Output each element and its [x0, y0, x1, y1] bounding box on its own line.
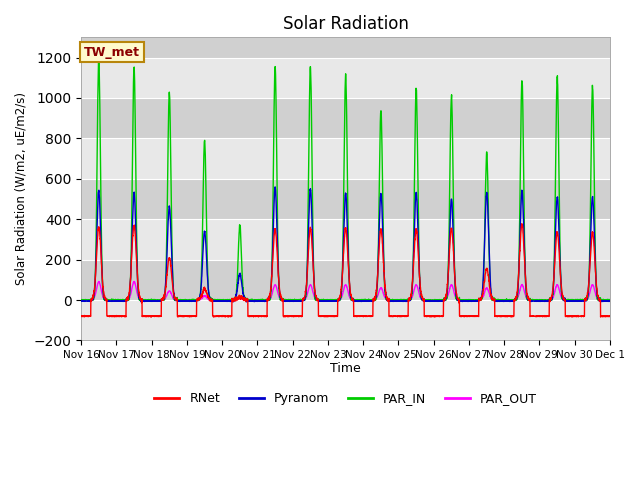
Bar: [81, 260, 610, 300]
PAR_IN: [556, 246, 564, 252]
Pyranom: [406, 297, 414, 302]
PAR_IN: [397, 297, 405, 302]
PAR_OUT: [406, 297, 414, 302]
Pyranom: [225, 298, 233, 304]
RNet: [397, 313, 405, 319]
RNet: [606, 313, 614, 319]
RNet: [556, 264, 564, 270]
PAR_OUT: [225, 297, 233, 303]
Line: Pyranom: Pyranom: [81, 187, 610, 302]
PAR_IN: [606, 297, 614, 303]
PAR_IN: [406, 296, 414, 302]
Pyranom: [271, 184, 279, 190]
Bar: [81, 219, 610, 260]
Bar: [81, 58, 610, 98]
PAR_IN: [225, 297, 233, 303]
Line: PAR_IN: PAR_IN: [81, 59, 610, 300]
PAR_IN: [95, 56, 102, 61]
Text: TW_met: TW_met: [84, 46, 140, 59]
RNet: [406, 296, 414, 302]
Bar: [81, 300, 610, 340]
RNet: [518, 221, 525, 227]
Pyranom: [606, 298, 614, 304]
Y-axis label: Solar Radiation (W/m2, uE/m2/s): Solar Radiation (W/m2, uE/m2/s): [15, 92, 28, 286]
PAR_OUT: [556, 289, 564, 295]
PAR_OUT: [95, 278, 102, 284]
Line: PAR_OUT: PAR_OUT: [81, 281, 610, 300]
PAR_IN: [77, 297, 85, 303]
Bar: [81, 138, 610, 179]
Line: RNet: RNet: [81, 224, 610, 317]
Title: Solar Radiation: Solar Radiation: [283, 15, 408, 33]
Bar: [81, 179, 610, 219]
PAR_IN: [191, 297, 198, 302]
RNet: [225, 313, 233, 319]
PAR_OUT: [606, 297, 614, 303]
PAR_OUT: [191, 297, 198, 303]
Pyranom: [606, 299, 614, 304]
PAR_OUT: [77, 297, 85, 303]
Pyranom: [397, 298, 405, 304]
Legend: RNet, Pyranom, PAR_IN, PAR_OUT: RNet, Pyranom, PAR_IN, PAR_OUT: [149, 387, 542, 410]
Pyranom: [556, 260, 564, 266]
PAR_OUT: [397, 297, 405, 303]
Bar: [81, 98, 610, 138]
RNet: [77, 313, 85, 319]
RNet: [191, 313, 198, 319]
X-axis label: Time: Time: [330, 361, 361, 374]
PAR_OUT: [606, 297, 614, 303]
Pyranom: [243, 299, 250, 305]
Pyranom: [77, 298, 85, 304]
Pyranom: [191, 298, 198, 304]
RNet: [224, 314, 232, 320]
PAR_IN: [77, 297, 85, 303]
PAR_IN: [606, 297, 614, 303]
RNet: [606, 313, 614, 319]
